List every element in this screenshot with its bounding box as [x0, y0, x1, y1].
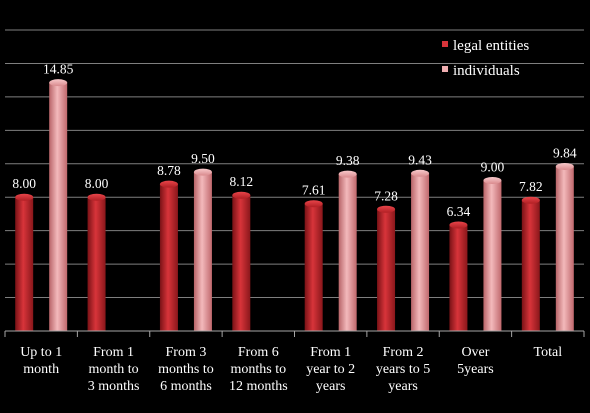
bar-body: [521, 200, 540, 331]
x-tick-label: From 1 year to 2 years: [306, 345, 355, 394]
bar-legal-entities: [87, 193, 106, 331]
data-label: 8.12: [230, 174, 254, 189]
bar-top: [159, 180, 178, 188]
bar-body: [87, 197, 106, 331]
bar-top: [521, 196, 540, 204]
bar-individuals: [49, 79, 68, 331]
legend-item-legal-entities: legal entities: [442, 38, 529, 54]
bar-legal-entities: [449, 221, 468, 331]
bar-legal-entities: [377, 205, 396, 331]
bar-individuals: [411, 169, 430, 331]
bar-legal-entities: [15, 193, 34, 331]
bar-body: [49, 82, 68, 331]
legend-swatch: [442, 66, 448, 72]
bar-legal-entities: [304, 200, 323, 331]
data-label: 9.50: [191, 151, 215, 166]
x-tick-label: From 3 months to 6 months: [158, 345, 214, 394]
data-label: 8.00: [85, 176, 109, 191]
legend-label: legal entities: [453, 38, 529, 54]
data-label: 14.85: [43, 62, 74, 77]
bar-top: [411, 169, 430, 177]
legend-item-individuals: individuals: [442, 63, 520, 79]
bar-top: [555, 162, 574, 170]
x-tick-label: From 1 month to 3 months: [88, 345, 140, 394]
legend-swatch: [442, 41, 448, 47]
data-label: 9.43: [408, 152, 432, 167]
bar-body: [411, 173, 430, 331]
x-tick-labels: Up to 1 month From 1 month to 3 months From 3…: [20, 345, 562, 394]
bar-body: [338, 174, 357, 331]
data-label: 7.82: [519, 179, 543, 194]
x-tick-label: Total: [534, 345, 563, 360]
bar-top: [304, 200, 323, 208]
legend-label: individuals: [453, 63, 520, 79]
bar-top: [232, 191, 251, 199]
bar-legal-entities: [232, 191, 251, 331]
bar-body: [15, 197, 34, 331]
bar-individuals: [193, 168, 212, 331]
data-label: 8.00: [12, 176, 36, 191]
bar-body: [449, 224, 468, 331]
x-axis: [4, 330, 585, 337]
bar-body: [377, 209, 396, 331]
data-label: 7.28: [374, 188, 398, 203]
data-label: 6.34: [447, 204, 471, 219]
bar-individuals: [483, 177, 502, 331]
bar-legal-entities: [521, 196, 540, 331]
data-label: 9.38: [336, 153, 360, 168]
data-label: 8.78: [157, 163, 181, 178]
x-tick-label: From 2 years to 5 years: [376, 345, 430, 394]
bar-individuals: [555, 162, 574, 331]
bar-top: [483, 177, 502, 184]
x-tick-label: Up to 1 month: [20, 345, 62, 377]
bar-top: [193, 168, 212, 176]
data-label: 9.84: [553, 145, 577, 160]
x-tick-label: From 6 months to 12 months: [229, 345, 288, 394]
bar-top: [15, 193, 34, 201]
bar-top: [338, 170, 357, 178]
bar-body: [304, 203, 323, 331]
bar-body: [483, 180, 502, 331]
bars: [15, 79, 574, 331]
bar-top: [87, 193, 106, 201]
bar-top: [377, 205, 396, 213]
legend: legal entities individuals: [442, 38, 529, 79]
x-tick-label: Over 5years: [457, 345, 494, 377]
bar-individuals: [338, 170, 357, 331]
bar-top: [49, 79, 68, 87]
bar-body: [555, 166, 574, 331]
bar-body: [193, 172, 212, 331]
bar-body: [159, 184, 178, 331]
data-label: 7.61: [302, 183, 326, 198]
bar-body: [232, 195, 251, 331]
data-label: 9.00: [481, 160, 505, 175]
bar-top: [449, 221, 468, 229]
data-labels: 8.00 8.00 8.78 8.12 7.61 7.28 6.34 7.82 14.85 9.5…: [12, 62, 577, 219]
bar-legal-entities: [159, 180, 178, 331]
